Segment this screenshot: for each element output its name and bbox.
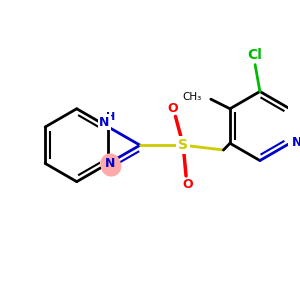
Text: N: N <box>292 136 300 149</box>
Circle shape <box>100 156 116 171</box>
Text: N: N <box>105 157 116 170</box>
Text: CH₃: CH₃ <box>182 92 201 102</box>
Text: O: O <box>167 102 178 115</box>
Text: S: S <box>178 138 188 152</box>
Text: Cl: Cl <box>248 48 262 62</box>
Text: N: N <box>99 116 110 129</box>
Text: H: H <box>106 112 115 122</box>
Text: O: O <box>183 178 193 191</box>
Text: N: N <box>106 160 116 173</box>
